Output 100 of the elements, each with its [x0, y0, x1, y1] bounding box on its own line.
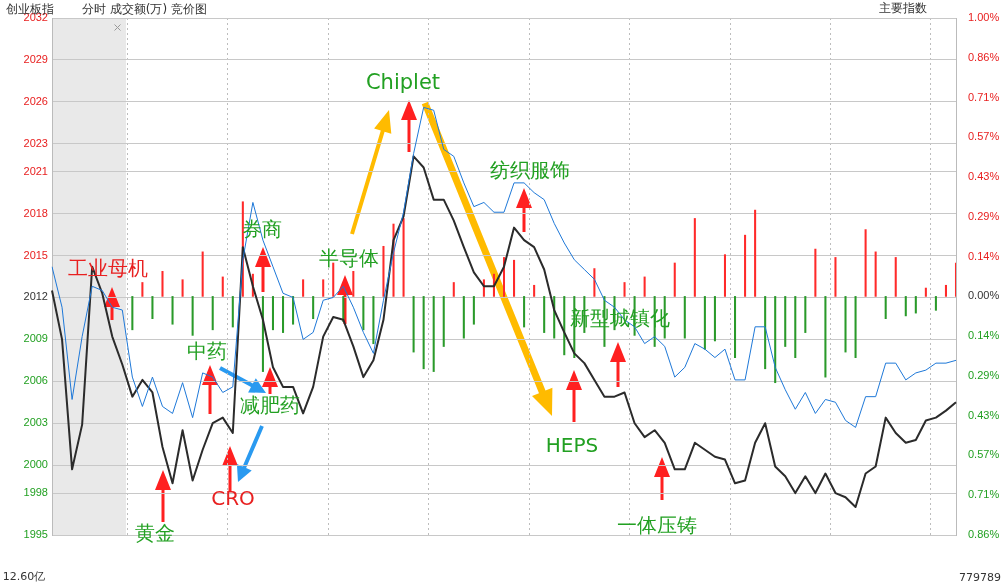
y-tick-label: 2009	[23, 332, 48, 345]
bar	[673, 262, 676, 297]
bar	[894, 257, 897, 297]
y2-tick-label: 0.29%	[968, 369, 1000, 382]
bar	[201, 251, 204, 297]
bar	[643, 276, 646, 297]
y2-tick-label: 0.71%	[968, 488, 1000, 501]
bar	[784, 296, 787, 347]
bar	[422, 296, 425, 370]
bar	[593, 268, 596, 297]
bar	[934, 296, 937, 311]
annotation: CRO	[211, 486, 255, 510]
y2-tick-label: 0.14%	[968, 249, 1000, 262]
bar	[733, 296, 737, 358]
y-tick-label: 2012	[23, 290, 48, 303]
bar	[543, 296, 546, 333]
bar	[231, 296, 234, 328]
y2-tick-label: 0.86%	[968, 528, 1000, 541]
bar	[713, 296, 716, 342]
y-tick-label: 2000	[23, 458, 48, 471]
annotation: 纺织服饰	[490, 158, 570, 182]
annotation: 黄金	[135, 521, 175, 545]
bar	[281, 296, 285, 333]
y2-tick-label: 0.57%	[968, 448, 1000, 461]
bar	[151, 296, 154, 320]
bar	[191, 296, 194, 336]
bar	[362, 296, 365, 331]
y2-tick-label: 0.43%	[968, 408, 1000, 421]
bar	[131, 296, 134, 331]
annotation: 半导体	[319, 246, 379, 270]
bar	[382, 245, 385, 297]
bar	[854, 296, 857, 358]
bar	[884, 296, 887, 320]
bar	[874, 251, 877, 297]
bar	[372, 296, 375, 345]
annotation: 工业母机	[68, 256, 148, 280]
bar	[472, 296, 475, 325]
bar	[804, 296, 807, 333]
bar	[824, 296, 827, 378]
bar	[181, 279, 184, 297]
y-tick-label: 1998	[23, 486, 48, 499]
bar	[432, 296, 435, 372]
y2-tick-label: 0.00%	[968, 289, 1000, 302]
bar	[764, 296, 767, 370]
y2-tick-label: 0.14%	[968, 329, 1000, 342]
bar	[523, 296, 526, 328]
y-tick-label: 1995	[23, 528, 48, 541]
text: 779789	[959, 570, 1001, 584]
bar	[442, 296, 445, 347]
bar	[171, 296, 174, 325]
y-tick-label: 2029	[23, 52, 48, 65]
bar	[914, 296, 917, 314]
bar	[302, 279, 305, 297]
bar	[452, 282, 455, 297]
y-tick-label: 2023	[23, 136, 48, 149]
bar	[954, 262, 956, 297]
bar	[623, 282, 626, 297]
y2-tick-label: 0.43%	[968, 170, 1000, 182]
text: 主要指数	[879, 1, 927, 15]
bar	[693, 218, 696, 297]
annotation: Chiplet	[365, 69, 441, 94]
bar	[141, 282, 144, 297]
bar	[683, 296, 686, 339]
bar	[221, 276, 224, 297]
annotation: 中药	[187, 339, 227, 363]
y-tick-label: 2018	[23, 206, 48, 219]
bar	[814, 248, 817, 297]
bar	[834, 257, 837, 297]
y-tick-label: 2026	[23, 94, 48, 107]
bar	[161, 271, 164, 297]
bar	[412, 296, 415, 353]
y-tick-label: 2021	[23, 164, 48, 177]
y2-tick-label: 1.00%	[968, 11, 1000, 24]
bar	[462, 296, 465, 339]
bar	[402, 218, 405, 297]
y-tick-label: 2015	[23, 248, 48, 261]
bar	[312, 296, 315, 320]
chart-subtitle: 分时 成交额(万) 竞价图	[82, 1, 207, 18]
text: 12.60亿	[2, 569, 46, 583]
bar	[513, 259, 516, 297]
y2-tick-label: 0.86%	[968, 50, 1000, 63]
y2-tick-label: 0.29%	[968, 209, 1000, 222]
bar	[703, 296, 706, 350]
y-tick-label: 2003	[23, 416, 48, 429]
bar	[322, 279, 325, 297]
bar	[723, 254, 727, 297]
bar	[864, 229, 867, 297]
bar	[754, 209, 757, 297]
bar	[774, 296, 777, 384]
bar	[944, 284, 947, 297]
y-tick-label: 2006	[23, 374, 48, 387]
annotation: 一体压铸	[617, 513, 697, 537]
bar	[924, 287, 927, 297]
y2-tick-label: 0.57%	[968, 130, 1000, 143]
bar	[904, 296, 907, 317]
bar	[744, 234, 747, 297]
bar	[211, 296, 214, 331]
bar	[533, 284, 536, 297]
bar	[271, 296, 275, 331]
annotation: 减肥药	[240, 393, 300, 417]
